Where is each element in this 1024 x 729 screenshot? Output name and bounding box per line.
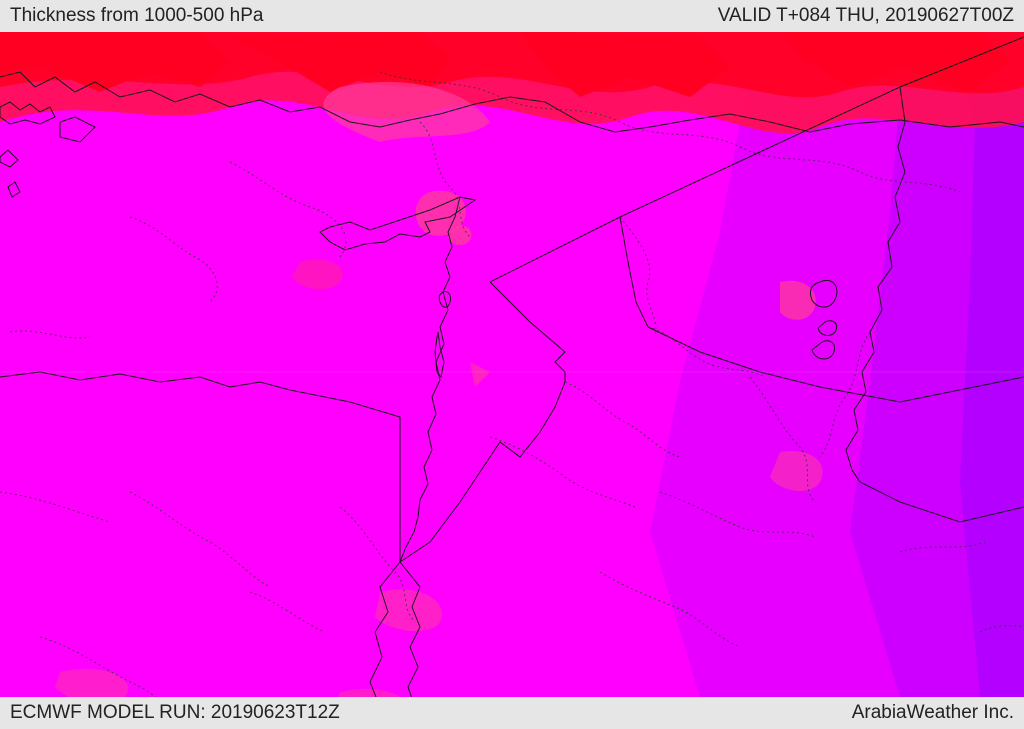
weather-map-window: Thickness from 1000-500 hPa VALID T+084 … [0,0,1024,729]
credit-label: ArabiaWeather Inc. [852,702,1014,724]
footer-bar: ECMWF MODEL RUN: 20190623T12Z ArabiaWeat… [0,697,1024,729]
header-bar: Thickness from 1000-500 hPa VALID T+084 … [0,0,1024,32]
map-title-label: Thickness from 1000-500 hPa [10,5,263,27]
map-canvas[interactable] [0,32,1024,697]
map-valid-label: VALID T+084 THU, 20190627T00Z [718,5,1014,27]
model-run-label: ECMWF MODEL RUN: 20190623T12Z [10,702,340,724]
